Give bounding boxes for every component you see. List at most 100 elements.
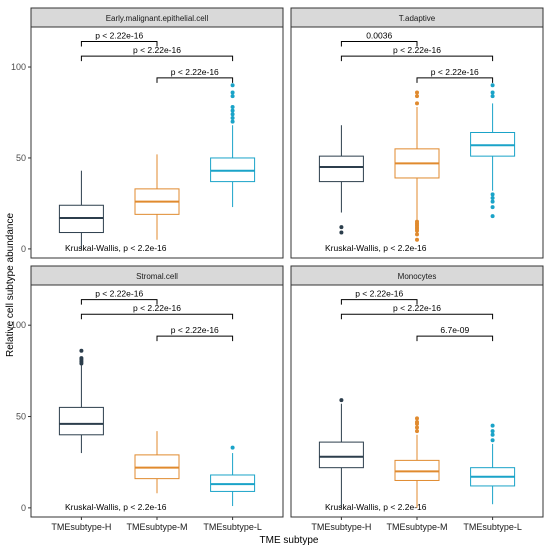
outlier-point [490,199,495,204]
bracket-line [80,55,234,62]
y-tick-label: 50 [16,153,26,163]
outlier-point [490,438,495,443]
outlier-point [79,348,84,353]
panels-layer: Early.malignant.epithelial.cell p < 2.22e… [30,7,544,518]
comparison-label: p < 2.22e-16 [393,303,441,313]
comparison-bracket: p < 2.22e-16 [340,289,418,305]
outlier-point [339,230,344,235]
outlier-point [490,83,495,88]
bracket-line [156,77,234,83]
box-tmesubtype-l [470,423,516,505]
outlier-point [415,219,419,224]
x-tick-label: TMEsubtype-L [203,522,262,532]
comparison-bracket: p < 2.22e-16 [340,303,494,320]
comparison-label: p < 2.22e-16 [171,325,219,335]
box-tmesubtype-l [210,445,256,507]
box-tmesubtype-h [318,125,364,235]
kruskal-wallis-label: Kruskal-Wallis, p < 2.2e-16 [325,502,427,512]
box-iqr [58,406,104,436]
outlier-point [415,232,419,237]
x-axes-layer: TMEsubtype-H TMEsubtype-M TMEsubtype-L TMEs… [51,517,522,532]
bracket-line [340,55,494,62]
outlier-point [230,112,235,117]
bracket-line [416,77,494,83]
outlier-point [339,225,344,230]
x-tick-label: TMEsubtype-H [311,522,371,532]
outlier-point [230,94,235,99]
outlier-point [230,90,235,95]
outlier-point [230,119,235,124]
outlier-point [415,425,419,430]
x-tick-label: TMEsubtype-H [51,522,111,532]
comparison-label: p < 2.22e-16 [431,67,479,77]
outlier-point [230,105,235,110]
box-tmesubtype-h [318,398,364,508]
bracket-line [340,41,418,47]
comparison-label: p < 2.22e-16 [355,289,403,299]
outlier-point [490,432,495,437]
comparison-bracket: p < 2.22e-16 [80,303,234,320]
outlier-point [415,94,419,99]
outlier-point [230,83,235,88]
bracket-line [340,313,494,320]
bracket-line [80,41,158,47]
bracket-line [416,335,494,342]
outlier-point [490,195,495,200]
box-tmesubtype-l [210,83,256,208]
panel: Stromal.cell p < 2.22e-16 p < 2.22e-16 p < … [30,265,284,518]
comparison-label: 0.0036 [366,31,392,41]
box-tmesubtype-m [394,90,440,242]
comparison-bracket: p < 2.22e-16 [340,45,494,62]
outlier-point [415,101,419,106]
box-tmesubtype-h [58,348,104,454]
kruskal-wallis-label: Kruskal-Wallis, p < 2.2e-16 [65,243,167,253]
comparison-bracket: p < 2.22e-16 [416,67,494,83]
outlier-point [490,423,495,428]
outlier-point [230,445,235,450]
comparison-label: p < 2.22e-16 [95,289,143,299]
outlier-point [490,192,495,197]
comparison-label: p < 2.22e-16 [133,45,181,55]
comparison-bracket: 0.0036 [340,31,418,47]
box-tmesubtype-l [470,83,516,219]
outlier-point [490,429,495,434]
box-iqr [318,441,364,469]
panel-title: T.adaptive [399,14,436,23]
outlier-point [490,94,495,99]
outlier-point [415,429,419,434]
outlier-point [230,108,235,113]
comparison-bracket: p < 2.22e-16 [80,31,158,47]
box-tmesubtype-m [394,416,440,508]
comparison-label: p < 2.22e-16 [95,31,143,41]
panel: Early.malignant.epithelial.cell p < 2.22e… [30,7,284,259]
y-axes-layer: 0 50 100 0 50 100 [11,62,31,513]
comparison-bracket: p < 2.22e-16 [80,289,158,305]
y-tick-label: 50 [16,412,26,422]
comparison-bracket: p < 2.22e-16 [80,45,234,62]
box-tmesubtype-m [134,431,180,494]
y-tick-label: 100 [11,320,26,330]
x-tick-label: TMEsubtype-M [126,522,187,532]
bracket-line [156,335,234,342]
comparison-label: p < 2.22e-16 [133,303,181,313]
outlier-point [490,214,495,219]
comparison-label: p < 2.22e-16 [171,67,219,77]
box-tmesubtype-m [134,154,180,240]
y-tick-label: 0 [21,503,26,513]
outlier-point [79,356,84,361]
comparison-bracket: p < 2.22e-16 [156,325,234,342]
comparison-label: p < 2.22e-16 [393,45,441,55]
box-iqr [318,155,364,183]
x-tick-label: TMEsubtype-M [386,522,447,532]
outlier-point [415,416,419,421]
y-tick-label: 0 [21,244,26,254]
outlier-point [415,90,419,95]
y-tick-label: 100 [11,62,26,72]
outlier-point [415,420,419,425]
outlier-point [230,115,235,120]
outlier-point [415,237,419,242]
panel-title: Monocytes [398,272,437,281]
panel-title: Stromal.cell [136,272,178,281]
